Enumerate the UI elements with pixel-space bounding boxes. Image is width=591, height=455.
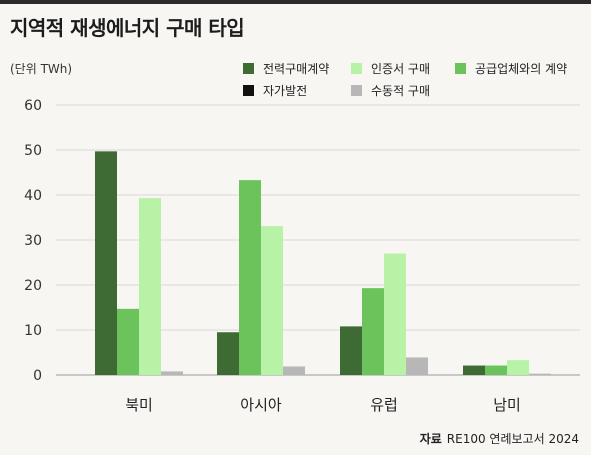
bar <box>217 332 239 375</box>
source-label: 자료 <box>419 432 442 446</box>
bar <box>117 308 139 375</box>
chart-legend: 전력구매계약 인증서 구매 공급업체와의 계약 자가발전 수동적 구매 <box>243 60 591 100</box>
legend-label-supplier: 공급업체와의 계약 <box>475 62 568 76</box>
y-tick-label: 20 <box>24 278 42 294</box>
legend-label-self-generation: 자가발전 <box>263 84 308 98</box>
legend-item-supplier: 공급업체와의 계약 <box>455 60 567 77</box>
legend-swatch-ppa <box>243 63 254 74</box>
bar <box>161 371 183 375</box>
unit-label: (단위 TWh) <box>10 62 73 76</box>
bar <box>239 180 261 375</box>
bar <box>283 366 305 375</box>
bar <box>261 226 283 375</box>
chart-title: 지역적 재생에너지 구매 타입 <box>10 16 245 40</box>
bar <box>384 253 406 375</box>
x-tick-label: 북미 <box>125 396 153 414</box>
top-rule <box>0 0 591 4</box>
x-tick-label: 아시아 <box>240 396 282 414</box>
legend-item-self-generation: 자가발전 <box>243 82 307 99</box>
legend-item-ppa: 전력구매계약 <box>243 60 329 77</box>
legend-swatch-self-generation <box>243 85 254 96</box>
legend-swatch-certificates <box>351 63 362 74</box>
bar <box>529 373 551 375</box>
bar <box>362 288 384 375</box>
y-tick-label: 10 <box>24 323 42 339</box>
bar <box>95 151 117 375</box>
y-tick-label: 40 <box>24 188 42 204</box>
source-text: RE100 연례보고서 2024 <box>446 432 579 446</box>
legend-label-passive: 수동적 구매 <box>371 84 431 98</box>
legend-label-ppa: 전력구매계약 <box>263 62 330 76</box>
bar <box>406 357 428 375</box>
y-tick-label: 30 <box>24 233 42 249</box>
bar <box>485 365 507 375</box>
legend-swatch-supplier <box>455 63 466 74</box>
x-tick-label: 유럽 <box>370 396 398 414</box>
bar <box>507 360 529 375</box>
source-note: 자료 RE100 연례보고서 2024 <box>420 430 579 447</box>
bar <box>139 198 161 375</box>
bar <box>463 365 485 375</box>
y-tick-label: 50 <box>24 143 42 159</box>
y-tick-label: 0 <box>33 368 42 384</box>
bar <box>340 326 362 375</box>
x-tick-label: 남미 <box>493 396 521 414</box>
legend-item-certificates: 인증서 구매 <box>351 60 430 77</box>
y-tick-label: 60 <box>24 98 42 114</box>
legend-label-certificates: 인증서 구매 <box>371 62 431 76</box>
legend-swatch-passive <box>351 85 362 96</box>
legend-item-passive: 수동적 구매 <box>351 82 430 99</box>
